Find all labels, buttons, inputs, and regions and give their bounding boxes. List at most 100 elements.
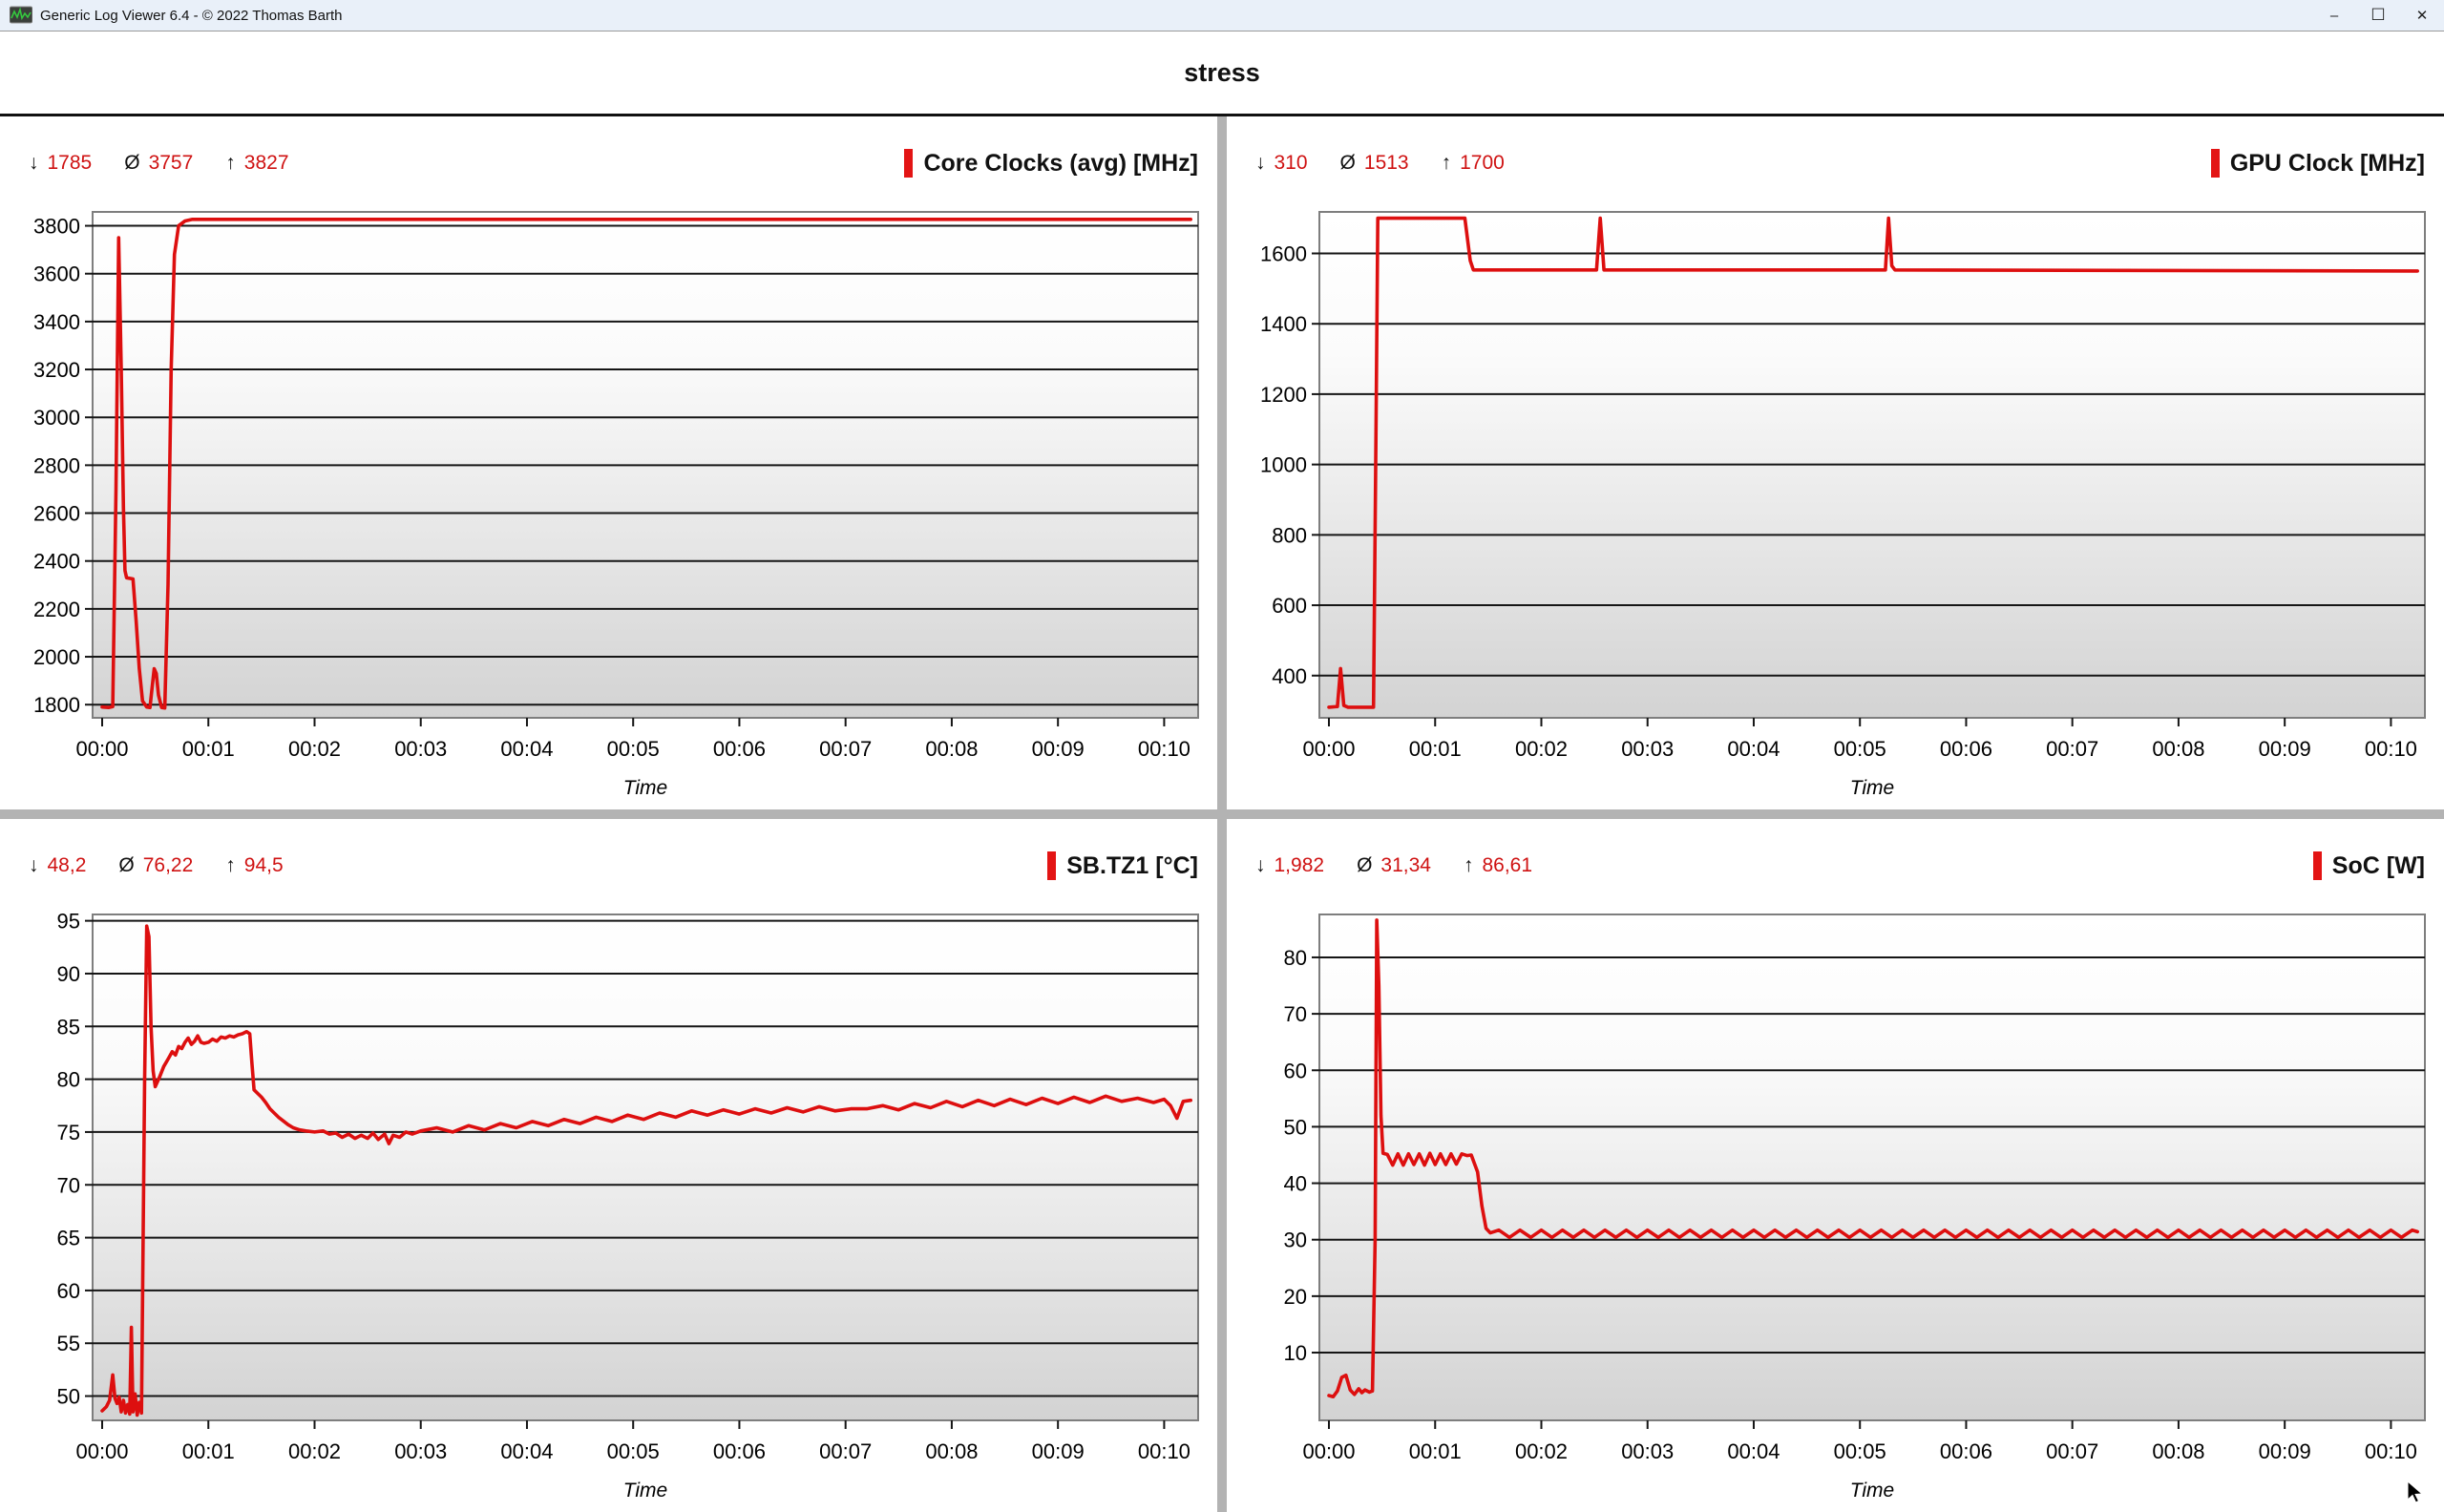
legend-color-swatch [1047,851,1057,880]
svg-text:00:05: 00:05 [1834,1439,1886,1463]
stat-max-value: 86,61 [1482,854,1533,876]
panel-header: ↓ 310 Ø 1513 ↑ 1700 GPU Clock [MHz] [1227,116,2444,204]
app-logo-icon [10,6,32,25]
svg-text:00:07: 00:07 [819,737,872,761]
mouse-cursor-icon [2407,1480,2424,1503]
max-arrow-icon: ↑ [1441,152,1452,174]
window-title: Generic Log Viewer 6.4 - © 2022 Thomas B… [40,7,343,24]
legend-color-swatch [2312,851,2322,880]
svg-text:00:07: 00:07 [819,1439,872,1463]
close-button[interactable]: ✕ [2415,8,2429,24]
stat-max: ↑ 3827 [225,152,288,175]
series-legend: GPU Clock [MHz] [2210,149,2425,178]
svg-text:Time: Time [623,777,667,799]
core-clocks-chart[interactable]: 1800 2000 2200 2400 2600 2800 3000 3200 3400 3600… [0,204,1217,809]
chart-grid: ↓ 1785 Ø 3757 ↑ 3827 Core Clocks (avg) [MHz… [0,116,2444,1512]
svg-text:00:04: 00:04 [1727,737,1780,761]
stat-avg: Ø 3757 [124,152,193,175]
stat-min: ↓ 1,982 [1255,854,1324,877]
svg-text:600: 600 [1272,594,1307,618]
svg-text:00:01: 00:01 [1409,737,1462,761]
sb-tz1-chart[interactable]: 50 55 60 65 70 75 80 85 90 95 00:00 00:01 00:02 00:03… [0,907,1217,1512]
min-arrow-icon: ↓ [1255,152,1266,174]
series-legend: SB.TZ1 [°C] [1047,851,1198,880]
svg-text:70: 70 [1284,1002,1307,1026]
svg-text:00:05: 00:05 [1834,737,1886,761]
svg-text:00:02: 00:02 [1515,737,1568,761]
svg-text:00:02: 00:02 [1515,1439,1568,1463]
page-title-row: stress [0,32,2444,116]
svg-text:90: 90 [57,962,80,986]
svg-text:85: 85 [57,1015,80,1039]
stat-max: ↑ 1700 [1442,152,1505,175]
svg-text:00:08: 00:08 [2152,1439,2204,1463]
soc-power-chart[interactable]: 10 20 30 40 50 60 70 80 00:00 00:01 00:02 00:03 00:0… [1227,907,2444,1512]
svg-text:00:03: 00:03 [1621,737,1674,761]
svg-text:70: 70 [57,1173,80,1197]
svg-text:00:01: 00:01 [182,1439,235,1463]
svg-text:00:06: 00:06 [713,1439,766,1463]
svg-text:1600: 1600 [1260,242,1307,265]
svg-text:65: 65 [57,1227,80,1250]
svg-text:Time: Time [623,1480,667,1502]
svg-text:1000: 1000 [1260,453,1307,477]
series-legend: SoC [W] [2312,851,2425,880]
legend-label: GPU Clock [MHz] [2229,149,2425,177]
svg-text:Time: Time [1850,777,1894,799]
avg-symbol-icon: Ø [124,152,140,174]
svg-text:00:09: 00:09 [1032,737,1085,761]
maximize-button[interactable]: ☐ [2370,6,2386,24]
svg-text:00:06: 00:06 [1940,737,1992,761]
svg-text:80: 80 [1284,946,1307,970]
svg-text:00:00: 00:00 [1302,737,1355,761]
legend-color-swatch [2210,149,2220,178]
window-controls: – ☐ ✕ [2312,0,2444,31]
stat-min: ↓ 48,2 [29,854,86,877]
stat-min-value: 310 [1274,152,1308,174]
svg-text:2800: 2800 [33,453,80,477]
stat-min: ↓ 1785 [29,152,92,175]
svg-text:00:10: 00:10 [2365,737,2417,761]
svg-text:3600: 3600 [33,262,80,286]
svg-text:00:02: 00:02 [288,1439,341,1463]
stat-avg-value: 1513 [1363,152,1409,174]
stat-max: ↑ 86,61 [1464,854,1532,877]
svg-text:00:04: 00:04 [1727,1439,1780,1463]
avg-symbol-icon: Ø [118,854,135,876]
svg-text:50: 50 [57,1385,80,1409]
min-arrow-icon: ↓ [29,152,39,174]
chart-panel-gpu-clock: ↓ 310 Ø 1513 ↑ 1700 GPU Clock [MHz] 400 600 8… [1227,116,2444,809]
svg-text:00:07: 00:07 [2046,1439,2098,1463]
legend-label: Core Clocks (avg) [MHz] [923,149,1198,177]
svg-text:00:06: 00:06 [1940,1439,1992,1463]
stats-row: ↓ 310 Ø 1513 ↑ 1700 [1255,152,1537,175]
panel-header: ↓ 1785 Ø 3757 ↑ 3827 Core Clocks (avg) [MHz… [0,116,1217,204]
svg-text:50: 50 [1284,1115,1307,1139]
svg-text:00:00: 00:00 [75,1439,128,1463]
stats-row: ↓ 1,982 Ø 31,34 ↑ 86,61 [1255,854,1565,877]
legend-color-swatch [904,149,914,178]
svg-text:2200: 2200 [33,598,80,621]
stat-avg: Ø 31,34 [1357,854,1431,877]
svg-text:00:04: 00:04 [500,737,553,761]
svg-text:20: 20 [1284,1285,1307,1309]
stat-min-value: 48,2 [47,854,87,876]
svg-text:40: 40 [1284,1172,1307,1196]
svg-text:3000: 3000 [33,406,80,430]
svg-text:00:10: 00:10 [1138,737,1190,761]
svg-text:95: 95 [57,910,80,934]
svg-text:00:05: 00:05 [607,1439,660,1463]
svg-text:00:06: 00:06 [713,737,766,761]
svg-text:00:05: 00:05 [607,737,660,761]
chart-panel-core-clocks: ↓ 1785 Ø 3757 ↑ 3827 Core Clocks (avg) [MHz… [0,116,1217,809]
minimize-button[interactable]: – [2329,7,2339,24]
svg-text:2400: 2400 [33,550,80,574]
svg-text:400: 400 [1272,664,1307,688]
chart-panel-soc-power: ↓ 1,982 Ø 31,34 ↑ 86,61 SoC [W] 10 20 30 40 50 6… [1227,819,2444,1512]
svg-text:00:04: 00:04 [500,1439,553,1463]
svg-text:2000: 2000 [33,645,80,669]
gpu-clock-chart[interactable]: 400 600 800 1000 1200 1400 1600 00:00 00:01 00:02… [1227,204,2444,809]
stats-row: ↓ 1785 Ø 3757 ↑ 3827 [29,152,322,175]
max-arrow-icon: ↑ [225,854,236,876]
